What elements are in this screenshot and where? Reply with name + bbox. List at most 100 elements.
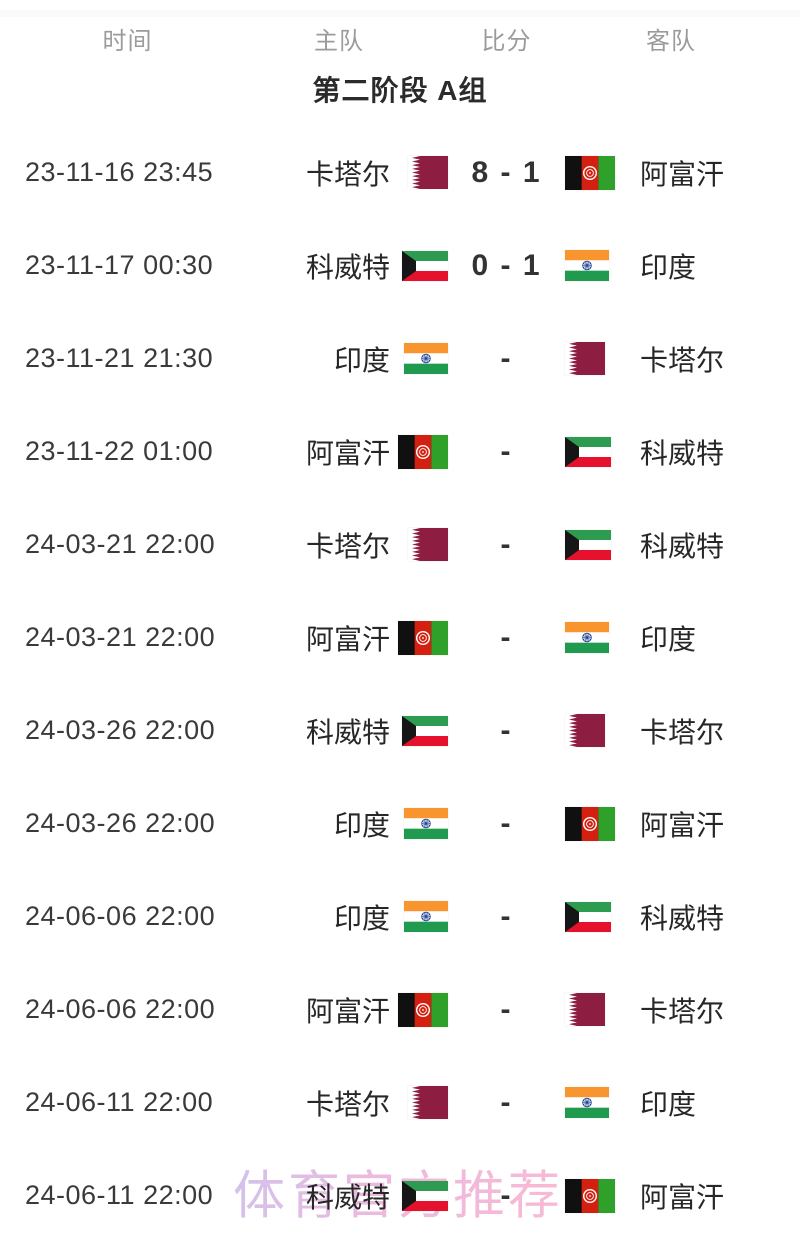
match-score: - — [500, 1085, 513, 1119]
home-team-name: 印度 — [333, 902, 390, 934]
away-flag — [565, 250, 617, 281]
home-flag — [390, 1086, 448, 1119]
home-flag — [390, 250, 448, 281]
match-score: - — [500, 806, 513, 840]
away-team-name: 卡塔尔 — [640, 344, 725, 376]
afghanistan-flag-icon — [398, 992, 448, 1027]
match-row[interactable]: 24-06-11 22:00 卡塔尔 - 印度 — [0, 1056, 800, 1149]
match-row[interactable]: 23-11-17 00:30 科威特 0 - 1 印度 — [0, 219, 800, 312]
india-flag-icon — [565, 1087, 609, 1118]
away-flag — [565, 342, 617, 375]
match-row[interactable]: 24-06-11 22:00 科威特 - 阿富汗 — [0, 1149, 800, 1242]
column-header-home: 主队 — [314, 27, 364, 55]
away-team-name: 科威特 — [640, 437, 725, 469]
india-flag-icon — [404, 343, 448, 374]
away-flag — [565, 155, 617, 190]
match-row[interactable]: 24-03-26 22:00 科威特 - 卡塔尔 — [0, 684, 800, 777]
home-team-name: 印度 — [333, 809, 390, 841]
match-score: 0 - 1 — [471, 248, 542, 282]
away-flag — [565, 622, 617, 653]
home-team-name: 科威特 — [305, 251, 390, 283]
afghanistan-flag-icon — [398, 434, 448, 469]
match-row[interactable]: 23-11-16 23:45 卡塔尔 8 - 1 阿富汗 — [0, 126, 800, 219]
away-team-name: 印度 — [640, 251, 697, 283]
away-team-name: 印度 — [640, 623, 697, 655]
match-score: - — [500, 620, 513, 654]
match-time: 24-06-11 22:00 — [25, 1087, 214, 1117]
away-team-name: 科威特 — [640, 902, 725, 934]
away-flag — [565, 1178, 617, 1213]
match-score: - — [500, 1178, 513, 1212]
away-team-name: 卡塔尔 — [640, 995, 725, 1027]
column-header-score: 比分 — [481, 27, 532, 55]
kuwait-flag-icon — [402, 1180, 448, 1211]
home-team-name: 阿富汗 — [305, 995, 390, 1027]
section-title: 第二阶段 A组 — [312, 75, 488, 106]
home-flag — [390, 434, 448, 469]
match-time: 24-06-11 22:00 — [25, 1180, 214, 1210]
match-score: - — [500, 713, 513, 747]
match-row[interactable]: 24-03-26 22:00 印度 - 阿富汗 — [0, 777, 800, 870]
match-time: 23-11-16 23:45 — [25, 157, 214, 187]
match-time: 23-11-22 01:00 — [25, 436, 214, 466]
kuwait-flag-icon — [565, 529, 611, 560]
home-flag — [390, 715, 448, 746]
kuwait-flag-icon — [565, 436, 611, 467]
kuwait-flag-icon — [402, 250, 448, 281]
match-time: 24-03-21 22:00 — [25, 622, 216, 652]
match-time: 23-11-21 21:30 — [25, 343, 214, 373]
match-time: 24-06-06 22:00 — [25, 994, 216, 1024]
home-team-name: 卡塔尔 — [305, 158, 390, 190]
home-flag — [390, 528, 448, 561]
qatar-flag-icon — [565, 342, 605, 375]
home-team-name: 卡塔尔 — [305, 530, 390, 562]
away-flag — [565, 901, 617, 932]
home-team-name: 阿富汗 — [305, 437, 390, 469]
afghanistan-flag-icon — [565, 155, 615, 190]
column-header-away: 客队 — [646, 27, 696, 55]
home-flag — [390, 992, 448, 1027]
home-team-name: 卡塔尔 — [305, 1088, 390, 1120]
away-flag — [565, 1087, 617, 1118]
top-edge-strip — [0, 10, 800, 17]
home-team-name: 印度 — [333, 344, 390, 376]
kuwait-flag-icon — [565, 901, 611, 932]
match-schedule-page: 时间 主队 比分 客队 第二阶段 A组 23-11-16 23:45 卡塔尔 8… — [0, 10, 800, 1242]
away-flag — [565, 714, 617, 747]
away-flag — [565, 806, 617, 841]
match-row[interactable]: 23-11-21 21:30 印度 - 卡塔尔 — [0, 312, 800, 405]
match-time: 24-03-21 22:00 — [25, 529, 216, 559]
india-flag-icon — [565, 622, 609, 653]
away-flag — [565, 436, 617, 467]
kuwait-flag-icon — [402, 715, 448, 746]
away-team-name: 卡塔尔 — [640, 716, 725, 748]
match-row[interactable]: 24-03-21 22:00 卡塔尔 - 科威特 — [0, 498, 800, 591]
away-team-name: 印度 — [640, 1088, 697, 1120]
away-team-name: 阿富汗 — [640, 1181, 725, 1213]
qatar-flag-icon — [565, 714, 605, 747]
home-team-name: 阿富汗 — [305, 623, 390, 655]
match-row[interactable]: 24-06-06 22:00 阿富汗 - 卡塔尔 — [0, 963, 800, 1056]
match-time: 23-11-17 00:30 — [25, 250, 214, 280]
match-row[interactable]: 24-03-21 22:00 阿富汗 - 印度 — [0, 591, 800, 684]
home-flag — [390, 901, 448, 932]
match-time: 24-03-26 22:00 — [25, 808, 216, 838]
home-flag — [390, 1180, 448, 1211]
match-row[interactable]: 23-11-22 01:00 阿富汗 - 科威特 — [0, 405, 800, 498]
table-header: 时间 主队 比分 客队 — [0, 10, 800, 66]
home-flag — [390, 808, 448, 839]
match-score: - — [500, 341, 513, 375]
home-flag — [390, 156, 448, 189]
match-score: - — [500, 527, 513, 561]
match-list: 23-11-16 23:45 卡塔尔 8 - 1 阿富汗 23-11-17 00… — [0, 116, 800, 1242]
india-flag-icon — [404, 808, 448, 839]
match-score: - — [500, 992, 513, 1026]
away-team-name: 阿富汗 — [640, 158, 725, 190]
match-score: - — [500, 434, 513, 468]
column-header-time: 时间 — [102, 27, 153, 55]
match-time: 24-06-06 22:00 — [25, 901, 216, 931]
afghanistan-flag-icon — [565, 1178, 615, 1213]
match-row[interactable]: 24-06-06 22:00 印度 - 科威特 — [0, 870, 800, 963]
away-flag — [565, 529, 617, 560]
away-team-name: 科威特 — [640, 530, 725, 562]
